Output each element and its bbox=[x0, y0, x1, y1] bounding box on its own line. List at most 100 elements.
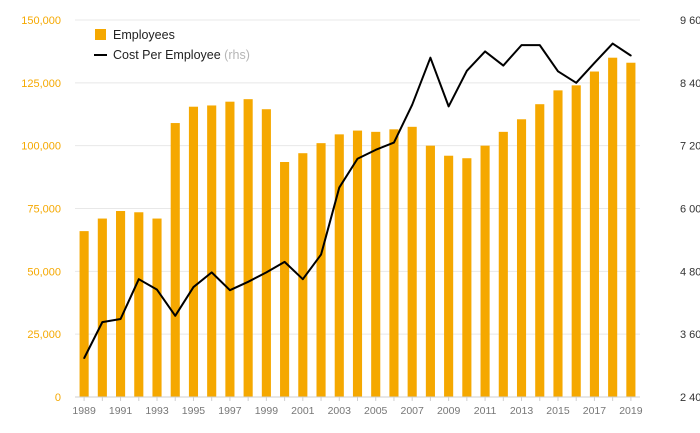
bar-employees-1989 bbox=[79, 231, 89, 397]
x-tick-label: 2019 bbox=[619, 405, 643, 417]
bar-employees-2019 bbox=[626, 62, 636, 398]
point-cost-2012 bbox=[502, 64, 505, 67]
bar-employees-2014 bbox=[535, 104, 545, 398]
point-cost-2011 bbox=[484, 50, 486, 53]
bar-employees-2017 bbox=[589, 71, 599, 398]
x-tick-label: 2007 bbox=[400, 405, 424, 417]
right-y-tick-label: 3 600 bbox=[680, 329, 700, 341]
bar-employees-1993 bbox=[152, 218, 162, 397]
point-cost-2017 bbox=[593, 62, 596, 64]
right-y-tick-label: 4 800 bbox=[680, 266, 700, 278]
x-tick-label: 2013 bbox=[510, 405, 534, 417]
point-cost-2002 bbox=[320, 253, 322, 256]
bar-employees-1996 bbox=[207, 105, 217, 397]
x-tick-label: 1993 bbox=[145, 405, 169, 417]
point-cost-1993 bbox=[156, 288, 158, 291]
point-cost-1997 bbox=[229, 289, 231, 291]
right-y-axis: 2 400 3 600 4 800 6 000 7 200 8 400 9 600 bbox=[680, 15, 700, 404]
bar-employees-2008 bbox=[425, 145, 435, 397]
bar-employees-1990 bbox=[97, 218, 107, 397]
bar-employees-2016 bbox=[571, 85, 581, 397]
x-tick-label: 2015 bbox=[546, 405, 570, 417]
bar-employees-2013 bbox=[516, 119, 527, 397]
legend: Employees Cost Per Employee (rhs) bbox=[94, 28, 250, 62]
bar-employees-2000 bbox=[280, 162, 290, 397]
bar-employees-1997 bbox=[225, 101, 235, 397]
bar-employees-2009 bbox=[444, 155, 454, 397]
point-cost-2009 bbox=[447, 105, 450, 108]
x-tick-label: 2003 bbox=[328, 405, 352, 417]
x-tick-label: 1991 bbox=[109, 405, 133, 417]
point-cost-1989 bbox=[83, 357, 85, 360]
point-cost-2018 bbox=[611, 42, 614, 45]
point-cost-2019 bbox=[630, 54, 632, 57]
left-y-tick-label: 150,000 bbox=[21, 15, 61, 27]
x-tick-label: 1997 bbox=[218, 405, 242, 417]
x-tick-label: 2011 bbox=[474, 405, 497, 417]
left-y-tick-label: 75,000 bbox=[27, 204, 61, 216]
left-y-tick-label: 50,000 bbox=[27, 266, 61, 278]
bar-employees-2002 bbox=[316, 143, 326, 397]
left-y-tick-label: 0 bbox=[55, 392, 61, 404]
cost-per-employee-line bbox=[83, 42, 632, 360]
bar-employees-2003 bbox=[334, 134, 344, 397]
point-cost-2001 bbox=[302, 278, 304, 280]
right-y-tick-label: 8 400 bbox=[680, 78, 700, 90]
x-tick-label: 2001 bbox=[291, 405, 315, 417]
bar-employees-2018 bbox=[608, 57, 618, 397]
left-y-tick-label: 125,000 bbox=[21, 78, 61, 90]
legend-label-cost: Cost Per Employee (rhs) bbox=[113, 48, 250, 62]
x-tick-label: 2009 bbox=[437, 405, 461, 417]
x-tick-label: 2005 bbox=[364, 405, 388, 417]
x-tick-label: 1989 bbox=[72, 405, 96, 417]
bar-employees-2001 bbox=[298, 153, 308, 397]
bar-employees-2011 bbox=[480, 145, 490, 397]
point-cost-1992 bbox=[137, 278, 140, 280]
bar-employees-2004 bbox=[352, 130, 363, 397]
bar-employees-1999 bbox=[261, 109, 271, 398]
right-y-tick-label: 2 400 bbox=[680, 392, 700, 404]
point-cost-2007 bbox=[411, 104, 413, 106]
point-cost-2015 bbox=[557, 70, 559, 73]
point-cost-1999 bbox=[265, 271, 268, 274]
bar-employees-1991 bbox=[116, 211, 126, 397]
left-y-tick-label: 25,000 bbox=[27, 329, 61, 341]
bar-employees-1995 bbox=[188, 106, 199, 398]
point-cost-2016 bbox=[575, 82, 578, 84]
point-cost-1998 bbox=[247, 281, 249, 283]
legend-label-cost-suffix: (rhs) bbox=[224, 48, 250, 62]
point-cost-2004 bbox=[356, 157, 359, 160]
point-cost-1991 bbox=[119, 318, 122, 320]
point-cost-2010 bbox=[466, 69, 468, 72]
bar-employees-1998 bbox=[243, 99, 253, 398]
x-tick-label: 1999 bbox=[255, 405, 279, 417]
legend-label-employees: Employees bbox=[113, 28, 175, 42]
point-cost-2013 bbox=[520, 44, 523, 46]
point-cost-1996 bbox=[210, 271, 213, 274]
bar-employees-2012 bbox=[498, 131, 508, 398]
bar-employees-2005 bbox=[371, 131, 381, 398]
right-y-tick-label: 6 000 bbox=[680, 204, 700, 216]
bar-employees-2007 bbox=[407, 126, 417, 398]
legend-label-cost-name: Cost Per Employee bbox=[113, 48, 221, 62]
legend-swatch-employees bbox=[95, 29, 106, 40]
x-axis: 1989 1991 1993 1995 1997 1999 2001 2003 2005 2007… bbox=[72, 396, 643, 417]
bar-employees-1992 bbox=[134, 212, 144, 397]
right-y-tick-label: 7 200 bbox=[680, 141, 700, 153]
x-tick-label: 2017 bbox=[583, 405, 607, 417]
bar-employees-1994 bbox=[170, 123, 180, 398]
point-cost-2008 bbox=[429, 56, 432, 59]
bar-employees-2006 bbox=[389, 129, 399, 397]
x-tick-label: 1995 bbox=[182, 405, 206, 417]
point-cost-2006 bbox=[393, 141, 395, 144]
bar-employees-2010 bbox=[462, 158, 472, 397]
point-cost-2003 bbox=[338, 186, 341, 189]
point-cost-2000 bbox=[283, 261, 286, 263]
bar-employees-2015 bbox=[553, 90, 563, 397]
point-cost-1994 bbox=[174, 315, 177, 317]
point-cost-2005 bbox=[374, 149, 377, 151]
point-cost-1990 bbox=[101, 321, 104, 323]
left-y-tick-label: 100,000 bbox=[21, 141, 61, 153]
left-y-axis: 0 25,000 50,000 75,000 100,000 125,000 150,000 bbox=[21, 15, 61, 404]
